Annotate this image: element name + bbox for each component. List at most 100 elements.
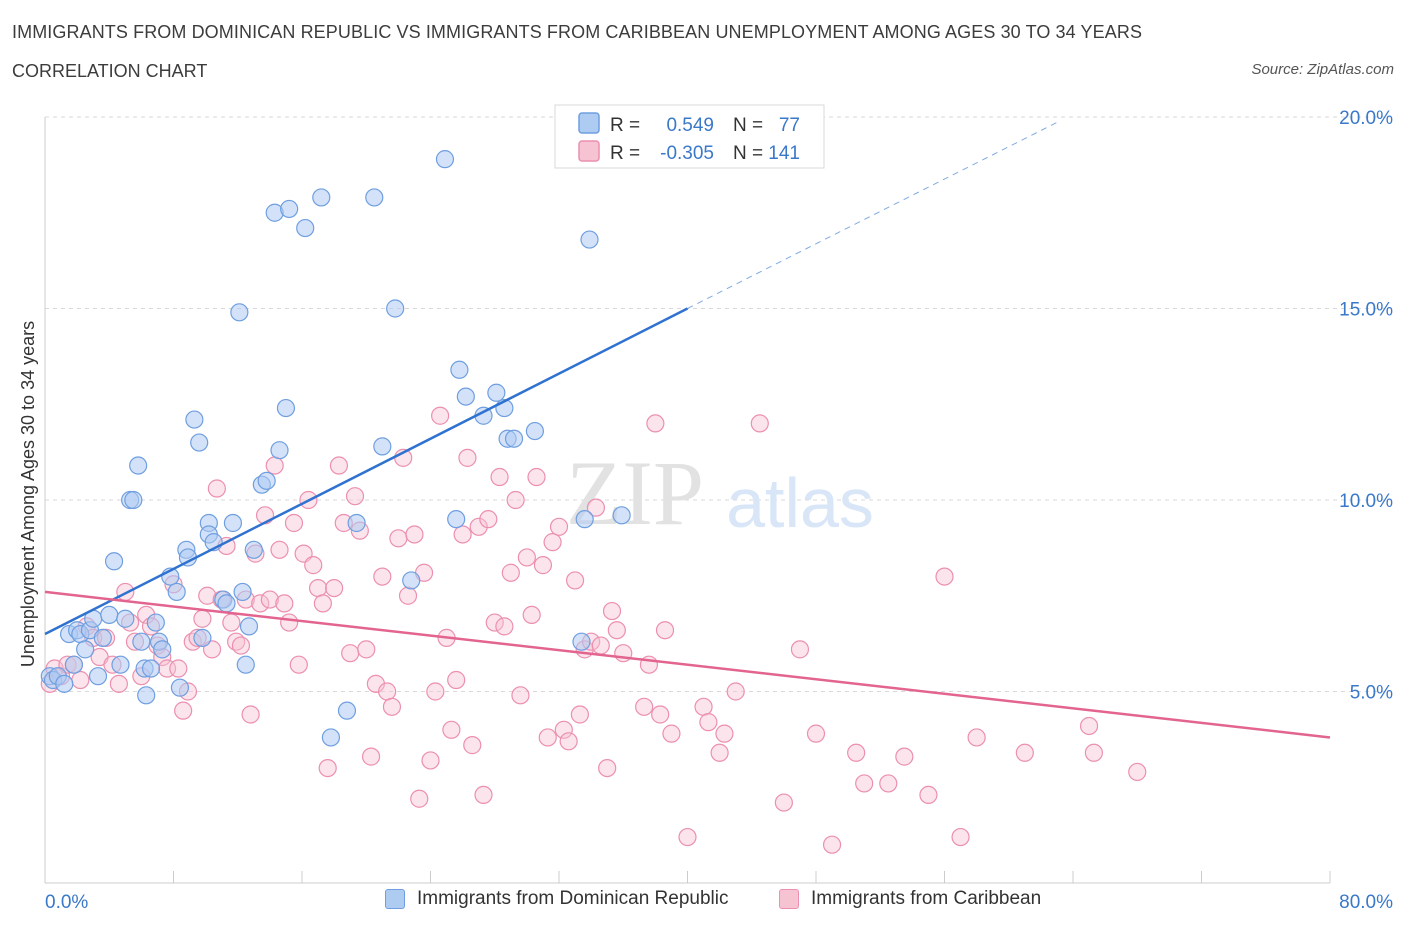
caribbean-point (373, 567, 392, 586)
dominican-point (572, 632, 591, 651)
dominican-point (190, 433, 209, 452)
dominican-point (435, 150, 455, 169)
caribbean-point (251, 594, 270, 613)
legend-item-caribbean[interactable]: Immigrants from Caribbean (779, 888, 1041, 910)
caribbean-point (345, 487, 365, 506)
dominican-point (185, 410, 204, 429)
stats-r-label-caribbean: R = (610, 143, 640, 164)
caribbean-point (318, 758, 337, 778)
caribbean-point (116, 582, 135, 602)
dominican-point (170, 678, 190, 697)
dominican-point (450, 360, 469, 379)
caribbean-point (506, 490, 525, 510)
caribbean-point (289, 655, 308, 674)
caribbean-point (651, 705, 670, 724)
dominican-point (236, 655, 255, 674)
caribbean-point (474, 785, 493, 805)
dominican-point (111, 655, 130, 674)
caribbean-point (726, 682, 745, 701)
caribbean-point (554, 720, 573, 739)
caribbean-point (382, 697, 402, 716)
stats-legend: R = 0.549 N = 77 R = -0.305 N = 141 (554, 104, 825, 169)
dominican-point (230, 303, 249, 322)
caribbean-point (1015, 743, 1034, 762)
caribbean-point (222, 613, 241, 632)
dominican-point (76, 640, 95, 659)
legend-swatch-dominican (385, 889, 405, 909)
stats-legend-swatch-dominican (578, 112, 600, 134)
caribbean-point (774, 793, 793, 812)
caribbean-point (421, 751, 440, 770)
caribbean-point (495, 617, 514, 636)
caribbean-point (967, 728, 986, 747)
dominican-point (124, 490, 143, 510)
dominican-point (239, 617, 259, 636)
caribbean-point (517, 548, 536, 567)
caribbean-point (607, 621, 626, 640)
caribbean-trend-line (44, 590, 1331, 739)
dominican-point (487, 383, 506, 402)
caribbean-point (490, 467, 509, 487)
dominican-point (100, 605, 119, 625)
y-tick-label: 15.0% (1339, 300, 1393, 321)
caribbean-point (313, 594, 332, 613)
dominican-point (386, 299, 405, 318)
caribbean-point (511, 686, 530, 705)
dominican-point (93, 628, 112, 647)
y-axis-label: Unemployment Among Ages 30 to 34 years (18, 321, 38, 667)
caribbean-point (357, 640, 376, 659)
caribbean-point (241, 705, 260, 724)
legend-swatch-caribbean (779, 889, 799, 909)
caribbean-point (71, 670, 90, 690)
dominican-point (365, 188, 384, 207)
dominican-point (321, 728, 341, 747)
dominican-point (193, 628, 212, 647)
caribbean-point (169, 659, 188, 678)
caribbean-point (806, 724, 826, 743)
caribbean-point (635, 697, 654, 716)
dominican-point (129, 456, 148, 475)
dominican-point (55, 674, 74, 693)
dominican-point (456, 387, 475, 406)
y-tick-label: 20.0% (1339, 108, 1393, 129)
caribbean-point (431, 406, 450, 425)
chart-title: IMMIGRANTS FROM DOMINICAN REPUBLIC VS IM… (12, 22, 1143, 42)
dominican-point (141, 659, 161, 678)
dominican-point (64, 655, 84, 674)
trend-lines (44, 120, 1331, 739)
caribbean-point (265, 456, 284, 475)
dominican-point (402, 571, 421, 590)
caribbean-point (463, 736, 482, 755)
caribbean-point (389, 529, 408, 548)
stats-r-value-caribbean: -0.305 (660, 143, 714, 164)
caribbean-point (847, 743, 866, 762)
caribbean-point (193, 609, 212, 628)
source-label: Source: ZipAtlas.com (1251, 61, 1394, 78)
dominican-point (223, 513, 243, 533)
caribbean-point (109, 674, 128, 693)
dominican-point (88, 667, 108, 686)
caribbean-point (341, 644, 360, 663)
stats-n-label-dominican: N = (733, 115, 763, 136)
stats-n-label-caribbean: N = (733, 143, 763, 164)
dominican-point (337, 701, 357, 720)
caribbean-point (750, 414, 769, 433)
caribbean-point (699, 713, 718, 732)
dominican-point (137, 686, 156, 705)
caribbean-point (598, 758, 617, 778)
y-tick-label: 10.0% (1339, 491, 1393, 512)
dominican-point (612, 506, 631, 525)
stats-legend-swatch-caribbean (578, 140, 600, 162)
dominican-point (167, 582, 186, 602)
caribbean-point (260, 590, 279, 609)
legend-item-dominican[interactable]: Immigrants from Dominican Republic (385, 888, 729, 910)
caribbean-point (662, 724, 681, 743)
caribbean-point (485, 613, 504, 632)
dominican-point (525, 421, 545, 441)
caribbean-point (304, 556, 323, 575)
dominican-trend-extension (687, 120, 1061, 309)
watermark-zip: ZIP (566, 442, 704, 544)
caribbean-point (543, 533, 562, 552)
caribbean-point (275, 594, 294, 613)
dominican-point (280, 199, 299, 219)
